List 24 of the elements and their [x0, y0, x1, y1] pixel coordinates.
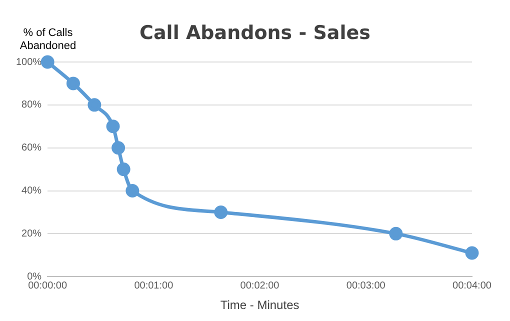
x-tick-label: 00:00:00	[28, 280, 68, 292]
point	[126, 184, 140, 198]
point	[112, 141, 126, 155]
y-axis-title: % of Calls Abandoned	[18, 27, 78, 53]
y-tick-label: 0%	[27, 271, 42, 282]
y-tick-label: 60%	[22, 142, 42, 154]
x-axis-title: Time - Minutes	[220, 298, 300, 312]
point	[389, 226, 403, 240]
point	[40, 55, 54, 69]
point	[465, 246, 479, 260]
x-tick-label: 00:04:00	[452, 280, 492, 292]
y-tick-label: 100%	[16, 56, 42, 68]
y-tick-label: 80%	[22, 100, 42, 111]
y-tick-label: 20%	[22, 228, 42, 240]
y-tick-label: 40%	[22, 186, 42, 197]
point	[116, 162, 130, 176]
x-tick-label: 00:01:00	[134, 280, 174, 292]
point	[214, 205, 228, 219]
x-tick-label: 00:03:00	[346, 280, 386, 292]
chart-title: Call Abandons - Sales	[140, 22, 370, 44]
point	[88, 98, 102, 112]
point	[66, 76, 80, 90]
x-tick-label: 00:02:00	[240, 280, 280, 292]
point	[106, 120, 120, 134]
